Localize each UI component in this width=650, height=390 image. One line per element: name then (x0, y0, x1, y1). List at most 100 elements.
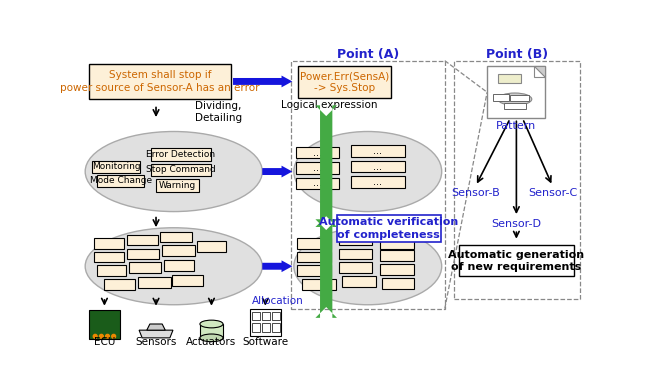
Bar (297, 266, 331, 276)
Text: Point (A): Point (A) (337, 48, 399, 61)
Text: System shall stop if
power source of Sensor-A has an error: System shall stop if power source of Sen… (60, 70, 259, 93)
Bar (92, 161, 140, 173)
Polygon shape (534, 66, 545, 77)
Text: Logical expression: Logical expression (281, 100, 378, 110)
Ellipse shape (85, 228, 263, 305)
Text: Pattern: Pattern (496, 121, 536, 131)
Bar (94, 238, 124, 248)
Bar (351, 176, 405, 188)
Text: Sensor-C: Sensor-C (528, 188, 577, 198)
Ellipse shape (294, 131, 442, 212)
Bar (200, 324, 223, 338)
Bar (298, 66, 391, 98)
Bar (343, 276, 376, 287)
Bar (459, 245, 574, 276)
Ellipse shape (85, 131, 263, 212)
Ellipse shape (200, 320, 223, 328)
Bar (138, 277, 171, 288)
Text: Monitoring: Monitoring (92, 162, 140, 172)
Bar (339, 235, 372, 245)
Bar (252, 323, 260, 332)
Polygon shape (263, 261, 292, 272)
Polygon shape (315, 219, 337, 318)
Bar (89, 64, 231, 99)
Ellipse shape (498, 93, 532, 105)
Bar (339, 262, 372, 273)
Bar (498, 74, 521, 83)
Text: ...: ... (313, 163, 322, 173)
Bar (151, 149, 211, 161)
Polygon shape (315, 105, 337, 227)
Bar (380, 250, 414, 261)
Bar (504, 103, 526, 109)
Bar (296, 147, 339, 158)
Bar (97, 175, 144, 187)
Text: Automatic generation
of new requirements: Automatic generation of new requirements (448, 250, 584, 272)
Bar (351, 145, 405, 157)
Text: ...: ... (373, 161, 382, 172)
Bar (89, 310, 120, 339)
Text: Automatic verification
of completeness: Automatic verification of completeness (319, 217, 458, 240)
Text: Point (B): Point (B) (486, 48, 548, 61)
Bar (493, 94, 509, 101)
Ellipse shape (294, 228, 442, 305)
Text: ...: ... (373, 177, 382, 187)
Bar (337, 215, 441, 242)
Bar (487, 66, 545, 119)
Text: Stop Command: Stop Command (146, 165, 216, 174)
Text: ...: ... (313, 148, 322, 158)
Bar (272, 312, 280, 320)
Text: Software: Software (242, 337, 289, 347)
Text: Power.Err(SensA)
-> Sys.Stop: Power.Err(SensA) -> Sys.Stop (300, 71, 389, 94)
Bar (172, 275, 203, 285)
Bar (339, 248, 372, 259)
Text: ...: ... (313, 179, 322, 188)
Bar (151, 164, 211, 176)
Polygon shape (147, 324, 165, 330)
Bar (162, 245, 194, 256)
Bar (291, 61, 445, 308)
Bar (156, 179, 199, 191)
Bar (261, 323, 270, 332)
Bar (94, 252, 124, 262)
Bar (302, 279, 336, 290)
Polygon shape (263, 166, 292, 177)
Text: Error Detection: Error Detection (146, 150, 215, 159)
Bar (510, 95, 530, 101)
Text: Warning: Warning (159, 181, 196, 190)
Bar (105, 279, 135, 290)
Bar (250, 308, 281, 336)
Text: ...: ... (373, 146, 382, 156)
Bar (164, 260, 194, 271)
Ellipse shape (200, 334, 223, 342)
Text: Mode Change: Mode Change (90, 176, 151, 185)
Bar (380, 264, 414, 275)
Bar (272, 323, 280, 332)
Text: Sensor-B: Sensor-B (451, 188, 500, 198)
Bar (454, 61, 580, 300)
Text: Sensors: Sensors (135, 337, 177, 347)
Circle shape (112, 334, 116, 338)
Bar (97, 266, 126, 276)
Bar (127, 235, 157, 245)
Circle shape (99, 334, 103, 338)
Bar (296, 162, 339, 174)
Bar (127, 248, 159, 259)
Bar (160, 232, 192, 242)
Bar (261, 312, 270, 320)
Bar (252, 312, 260, 320)
Text: ECU: ECU (94, 337, 115, 347)
Bar (351, 161, 405, 172)
Circle shape (105, 334, 109, 338)
Text: Actuators: Actuators (187, 337, 237, 347)
Text: Dividing,
Detailing: Dividing, Detailing (194, 101, 242, 124)
Text: Allocation: Allocation (252, 296, 304, 306)
Bar (296, 178, 339, 189)
Polygon shape (139, 330, 173, 338)
Polygon shape (233, 76, 292, 87)
Text: Sensor-D: Sensor-D (491, 219, 541, 229)
Bar (129, 262, 161, 273)
Bar (197, 241, 226, 252)
Bar (297, 238, 331, 248)
Bar (380, 238, 414, 248)
